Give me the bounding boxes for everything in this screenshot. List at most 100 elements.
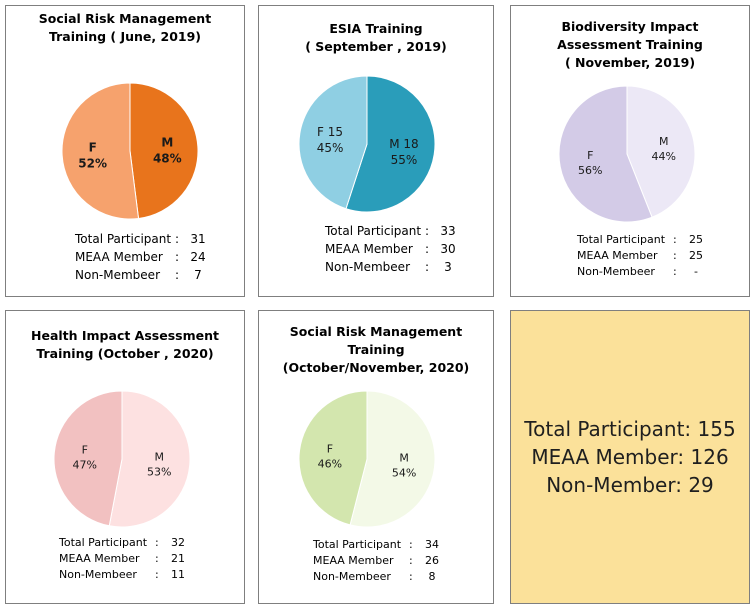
stat-colon: : (175, 232, 180, 246)
stat-label: Non-Membeer (75, 268, 160, 282)
pie-chart: M 53% F 47% (53, 390, 191, 528)
pie-slice (61, 82, 140, 220)
slice-label: F (587, 149, 593, 162)
stats-block: Total Participant:34 MEAA Member:26 Non-Me… (313, 537, 447, 585)
stat-label: MEAA Member (577, 249, 658, 262)
pie-slice (345, 75, 436, 213)
slice-percent: 53% (147, 466, 171, 479)
stats-block: Total Participant:33 MEAA Member:30 Non-Me… (325, 222, 463, 276)
slice-percent: 56% (578, 164, 602, 177)
chart-title: Health Impact Assessment Training (Octob… (6, 327, 244, 363)
stat-value: 30 (440, 242, 456, 256)
stat-value: 25 (689, 233, 703, 246)
stat-value: 31 (190, 232, 206, 246)
stat-row: Non-Membeer:11 (59, 567, 193, 583)
chart-title-line: Health Impact Assessment (31, 328, 219, 343)
pie-slice (108, 390, 191, 528)
chart-title-line: Social Risk Management (289, 324, 463, 339)
stat-label: Total Participant (313, 538, 402, 551)
chart-title-line: Training (October , 2020) (36, 346, 214, 361)
chart-title-line: Training ( June, 2019) (48, 29, 201, 44)
pie-slice (53, 390, 123, 527)
stat-value: 7 (194, 268, 202, 282)
slice-label: F (327, 442, 333, 455)
stat-value: 26 (425, 554, 439, 567)
stat-colon: : (425, 260, 430, 274)
slice-label: F 15 (317, 125, 343, 139)
stat-value: 8 (428, 570, 436, 583)
stat-row: Total Participant:33 (325, 222, 463, 240)
stat-colon: : (409, 570, 413, 583)
slice-label: M (399, 452, 409, 465)
pie-slice (626, 85, 696, 218)
stat-row: Total Participant:32 (59, 535, 193, 551)
stat-label: MEAA Member (325, 242, 413, 256)
slice-label: F (82, 443, 88, 456)
chart-title-line: Assessment Training (557, 37, 703, 52)
stat-value: 11 (171, 568, 185, 581)
stat-colon: : (673, 249, 677, 262)
chart-panel-3: Biodiversity Impact Assessment Training … (510, 5, 750, 297)
stat-row: Total Participant:34 (313, 537, 447, 553)
slice-percent: 54% (392, 467, 416, 480)
slice-percent: 46% (318, 457, 342, 470)
chart-panel-4: Health Impact Assessment Training (Octob… (5, 310, 245, 604)
pie-chart: M 18 55% F 15 45% (298, 75, 436, 213)
stat-colon: : (155, 568, 159, 581)
stat-row: MEAA Member:21 (59, 551, 193, 567)
stat-label: MEAA Member (313, 554, 394, 567)
chart-title-line: ( September , 2019) (305, 39, 447, 54)
stat-row: Non-Membeer: - (577, 264, 711, 280)
chart-title-line: Biodiversity Impact (561, 19, 699, 34)
slice-label: M 18 (389, 137, 418, 151)
pie-slice (129, 82, 199, 220)
stat-colon: : (673, 233, 677, 246)
chart-title-line: ( November, 2019) (564, 55, 696, 70)
summary-box: Total Participant: 155 MEAA Member: 126 … (510, 310, 750, 604)
pie-slice (298, 75, 368, 210)
chart-panel-5: Social Risk Management Training (October… (258, 310, 494, 604)
chart-title: Social Risk Management Training (October… (259, 323, 493, 377)
chart-title: Biodiversity Impact Assessment Training … (511, 18, 749, 72)
stat-colon: : (409, 538, 413, 551)
chart-title-line: Training (347, 342, 405, 357)
stat-label: Non-Membeer (325, 260, 410, 274)
stat-label: Total Participant (59, 536, 148, 549)
stat-value: 33 (440, 224, 456, 238)
slice-label: M (154, 451, 164, 464)
stat-colon: : (175, 268, 180, 282)
slice-percent: 52% (78, 156, 107, 170)
stat-colon: : (409, 554, 413, 567)
stat-value: 25 (689, 249, 703, 262)
chart-title: ESIA Training ( September , 2019) (259, 20, 493, 56)
stat-value: - (694, 265, 698, 278)
pie-chart: M 48% F 52% (61, 82, 199, 220)
stat-row: Total Participant:25 (577, 232, 711, 248)
slice-percent: 45% (317, 141, 344, 155)
stat-value: 24 (190, 250, 206, 264)
stat-label: Total Participant (325, 224, 422, 238)
stat-value: 32 (171, 536, 185, 549)
stat-colon: : (425, 224, 430, 238)
stat-label: Non-Membeer (59, 568, 137, 581)
stat-row: MEAA Member:26 (313, 553, 447, 569)
chart-panel-1: Social Risk Management Training ( June, … (5, 5, 245, 297)
pie-chart: M 54% F 46% (298, 390, 436, 528)
stat-row: MEAA Member:25 (577, 248, 711, 264)
slice-percent: 55% (391, 153, 418, 167)
stat-label: Total Participant (75, 232, 172, 246)
stat-label: Non-Membeer (577, 265, 655, 278)
chart-title: Social Risk Management Training ( June, … (6, 10, 244, 46)
stat-row: MEAA Member:24 (75, 248, 213, 266)
stat-label: MEAA Member (75, 250, 163, 264)
stat-colon: : (155, 536, 159, 549)
stat-value: 21 (171, 552, 185, 565)
stat-colon: : (673, 265, 677, 278)
slice-percent: 48% (153, 152, 182, 166)
stat-label: Total Participant (577, 233, 666, 246)
stat-colon: : (425, 242, 430, 256)
slice-percent: 47% (73, 458, 97, 471)
slice-label: F (89, 140, 97, 154)
stat-row: Total Participant:31 (75, 230, 213, 248)
slice-label: M (659, 135, 669, 148)
